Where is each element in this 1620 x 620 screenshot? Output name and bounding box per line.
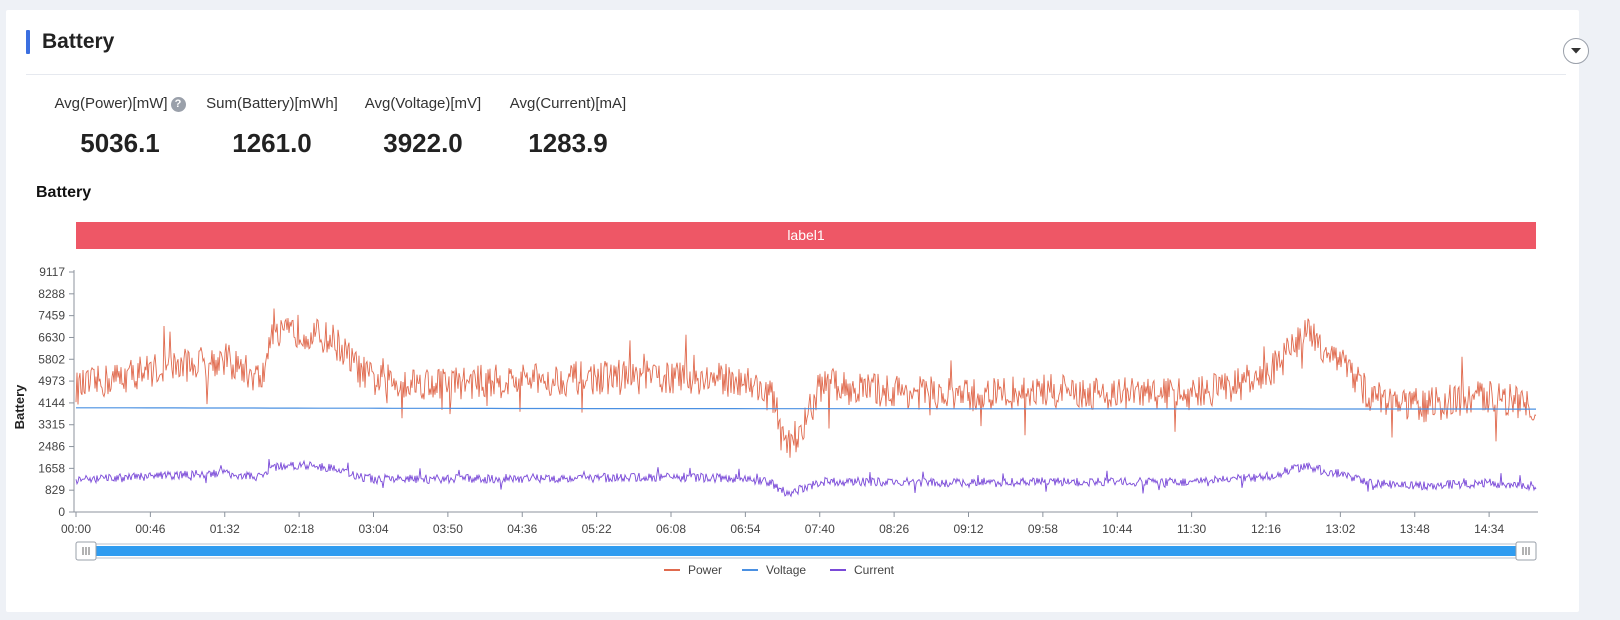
x-tick-label: 08:26 [879, 522, 909, 536]
x-tick-label: 09:12 [953, 522, 983, 536]
x-tick-label: 13:48 [1400, 522, 1430, 536]
stats-row: Avg(Power)[mW]? 5036.1 Sum(Battery)[mWh]… [6, 94, 806, 174]
x-tick-label: 06:08 [656, 522, 686, 536]
x-tick-label: 00:00 [61, 522, 91, 536]
legend-label-current[interactable]: Current [854, 563, 895, 577]
y-tick-label: 7459 [38, 309, 65, 323]
chart-legend: Power Voltage Current [664, 563, 895, 577]
x-tick-label: 11:30 [1177, 522, 1206, 536]
y-tick-label: 3315 [38, 418, 65, 432]
x-tick-label: 05:22 [582, 522, 612, 536]
y-tick-label: 4144 [38, 396, 65, 410]
card-header: Battery [26, 10, 1589, 75]
y-tick-label: 9117 [39, 265, 65, 279]
x-ticks: 00:00 00:46 01:32 02:18 03:04 03:50 04:36 05:22… [61, 512, 1504, 536]
slider-fill[interactable] [86, 546, 1526, 556]
card-title: Battery [42, 30, 115, 53]
y-tick-label: 1658 [38, 461, 65, 475]
y-tick-label: 0 [58, 505, 65, 519]
help-icon[interactable]: ? [170, 97, 186, 112]
stat-label: Avg(Voltage)[mV] [364, 95, 482, 112]
title-accent-bar [26, 30, 30, 54]
stat-avg-power: Avg(Power)[mW]? 5036.1 [50, 94, 190, 158]
stat-value: 3922.0 [383, 128, 463, 158]
series-layer [75, 308, 1537, 498]
y-tick-label: 5802 [38, 352, 65, 366]
x-tick-label: 12:16 [1251, 522, 1281, 536]
zoom-slider[interactable] [75, 541, 1537, 561]
y-axis-label: Battery [12, 384, 27, 430]
y-tick-label: 829 [45, 483, 65, 497]
label-band[interactable] [76, 222, 1536, 249]
x-tick-label: 09:58 [1028, 522, 1058, 536]
stat-sum-battery: Sum(Battery)[mWh] 1261.0 [204, 94, 340, 158]
chevron-down-icon [1571, 48, 1581, 54]
stat-avg-current: Avg(Current)[mA] 1283.9 [503, 94, 633, 158]
stat-label: Avg(Current)[mA] [509, 95, 627, 112]
x-tick-label: 00:46 [135, 522, 165, 536]
x-tick-label: 02:18 [284, 522, 314, 536]
x-tick-label: 14:34 [1474, 522, 1504, 536]
slider-handle-left[interactable] [75, 541, 97, 561]
y-tick-label: 4973 [38, 374, 65, 388]
stat-value: 5036.1 [80, 128, 160, 158]
legend-label-power[interactable]: Power [688, 563, 722, 577]
y-tick-label: 6630 [38, 330, 65, 344]
x-tick-label: 07:40 [805, 522, 835, 536]
y-ticks: 0 829 1658 2486 3315 4144 4973 5802 6630 7459 8288… [38, 265, 74, 519]
x-tick-label: 13:02 [1325, 522, 1355, 536]
x-tick-label: 03:04 [358, 522, 388, 536]
slider-handle-right[interactable] [1515, 541, 1537, 561]
collapse-button[interactable] [1563, 38, 1589, 64]
series-line-voltage [76, 407, 1536, 410]
x-tick-label: 01:32 [210, 522, 240, 536]
stat-value: 1283.9 [528, 128, 608, 158]
stat-label: Avg(Power)[mW] [54, 95, 168, 112]
legend-label-voltage[interactable]: Voltage [766, 563, 806, 577]
stat-label: Sum(Battery)[mWh] [206, 95, 338, 112]
x-tick-label: 06:54 [730, 522, 760, 536]
stat-avg-voltage: Avg(Voltage)[mV] 3922.0 [358, 94, 488, 158]
x-tick-label: 03:50 [433, 522, 463, 536]
x-tick-label: 04:36 [507, 522, 537, 536]
stat-value: 1261.0 [232, 128, 312, 158]
label-band-text: label1 [787, 227, 825, 243]
y-tick-label: 8288 [38, 287, 65, 301]
x-tick-label: 10:44 [1102, 522, 1132, 536]
y-tick-label: 2486 [38, 440, 65, 454]
series-line-current [75, 458, 1537, 498]
series-line-power [75, 308, 1537, 458]
chart-title: Battery [36, 184, 92, 201]
